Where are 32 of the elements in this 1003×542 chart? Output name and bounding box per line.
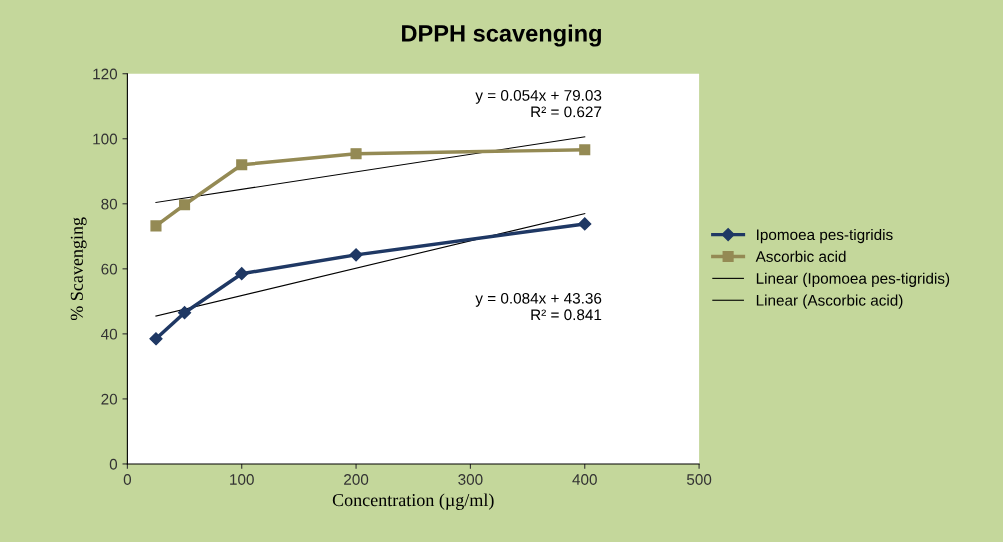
- point: [178, 199, 191, 211]
- x-tick-label: 100: [230, 474, 254, 485]
- point: [349, 248, 363, 262]
- chart-title: DPPH scavenging: [402, 24, 601, 47]
- y-axis-title: % Scavenging: [70, 217, 87, 321]
- legend-label: Linear (Ascorbic acid): [756, 294, 903, 309]
- x-tick-label: 400: [572, 474, 597, 485]
- legend-label: Ipomoea pes-tigridis: [757, 228, 893, 244]
- y-tick-label: 40: [101, 328, 118, 340]
- point: [149, 332, 163, 346]
- annotation: y = 0.054x + 79.03 R² = 0.627: [475, 89, 602, 118]
- y-tick-label: 100: [93, 133, 118, 145]
- point: [150, 220, 162, 232]
- x-axis-title: Concentration (µg/ml): [332, 493, 494, 510]
- x-tick-label: 200: [344, 474, 369, 485]
- legend-label: Ascorbic acid: [755, 250, 846, 262]
- y-tick-label: 20: [101, 393, 118, 405]
- x-tick-label: 500: [686, 474, 712, 485]
- point: [177, 306, 192, 320]
- x-tick-label: 0: [123, 474, 132, 485]
- point: [236, 159, 248, 171]
- x-tick-label: 300: [458, 474, 483, 485]
- point: [235, 267, 249, 281]
- point: [350, 148, 362, 160]
- point: [578, 217, 592, 231]
- y-tick-label: 60: [101, 263, 118, 275]
- legend-label: Linear (Ipomoea pes-tigridis): [756, 272, 950, 287]
- y-tick-label: 120: [93, 68, 118, 80]
- point: [579, 144, 591, 156]
- y-tick-label: 80: [101, 198, 118, 210]
- y-tick-label: 0: [109, 458, 118, 470]
- annotation: y = 0.084x + 43.36 R² = 0.841: [475, 292, 602, 321]
